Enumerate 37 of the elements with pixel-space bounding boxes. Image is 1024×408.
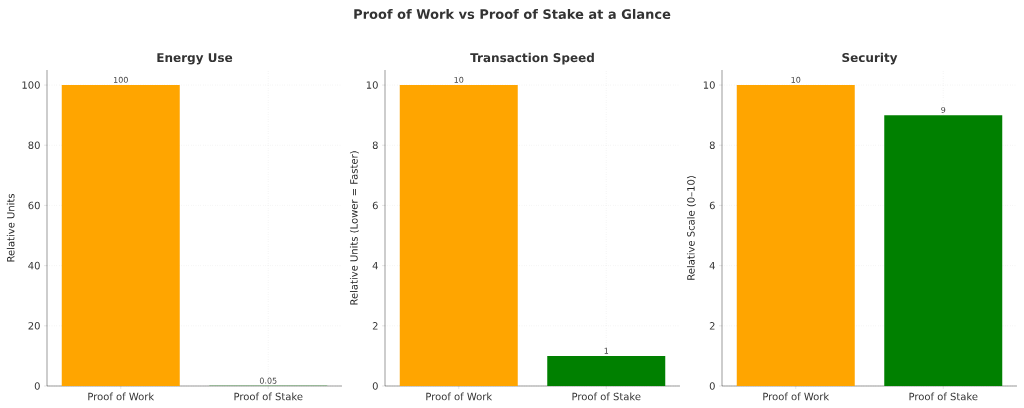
y-tick-label: 6 — [372, 201, 378, 210]
x-tick-label: Proof of Work — [88, 392, 155, 401]
y-tick-label: 2 — [372, 322, 378, 330]
x-tick-label: Proof of Work — [763, 392, 830, 401]
y-tick-label: 0 — [34, 382, 40, 390]
y-tick-label: 8 — [709, 141, 715, 150]
y-tick-label: 0 — [372, 382, 378, 390]
data-label: 10 — [454, 76, 464, 83]
y-tick-label: 100 — [22, 81, 40, 89]
y-tick-label: 60 — [28, 201, 40, 210]
y-tick-label: 2 — [709, 322, 715, 330]
y-tick-label: 4 — [709, 261, 715, 270]
y-axis-title: Relative Scale (0–10) — [686, 176, 696, 280]
y-axis-title: Relative Units (Lower = Faster) — [349, 151, 359, 305]
y-tick-label: 4 — [372, 261, 378, 270]
y-tick-label: 80 — [28, 141, 40, 150]
data-label: 1 — [604, 347, 609, 354]
y-tick-label: 20 — [28, 322, 40, 330]
y-tick-label: 6 — [709, 201, 715, 210]
data-label: 0.05 — [259, 377, 277, 384]
y-tick-label: 40 — [28, 261, 40, 270]
text: Proof of Work vs Proof of Stake at a Glance — [354, 8, 671, 20]
chart-title: Security — [842, 52, 898, 65]
y-axis-title: Relative Units — [6, 193, 15, 262]
y-tick-label: 10 — [703, 81, 715, 89]
y-tick-label: 10 — [366, 81, 378, 89]
chart-title: Transaction Speed — [470, 52, 594, 65]
y-tick-label: 8 — [372, 141, 378, 150]
x-tick-label: Proof of Stake — [909, 392, 978, 401]
data-label: 100 — [114, 76, 128, 83]
x-tick-label: Proof of Work — [426, 392, 493, 401]
y-tick-label: 0 — [709, 382, 715, 390]
data-label: 9 — [941, 106, 946, 113]
data-label: 10 — [791, 76, 801, 83]
x-tick-label: Proof of Stake — [572, 392, 641, 401]
chart-title: Energy Use — [157, 53, 233, 65]
x-tick-label: Proof of Stake — [234, 392, 303, 401]
